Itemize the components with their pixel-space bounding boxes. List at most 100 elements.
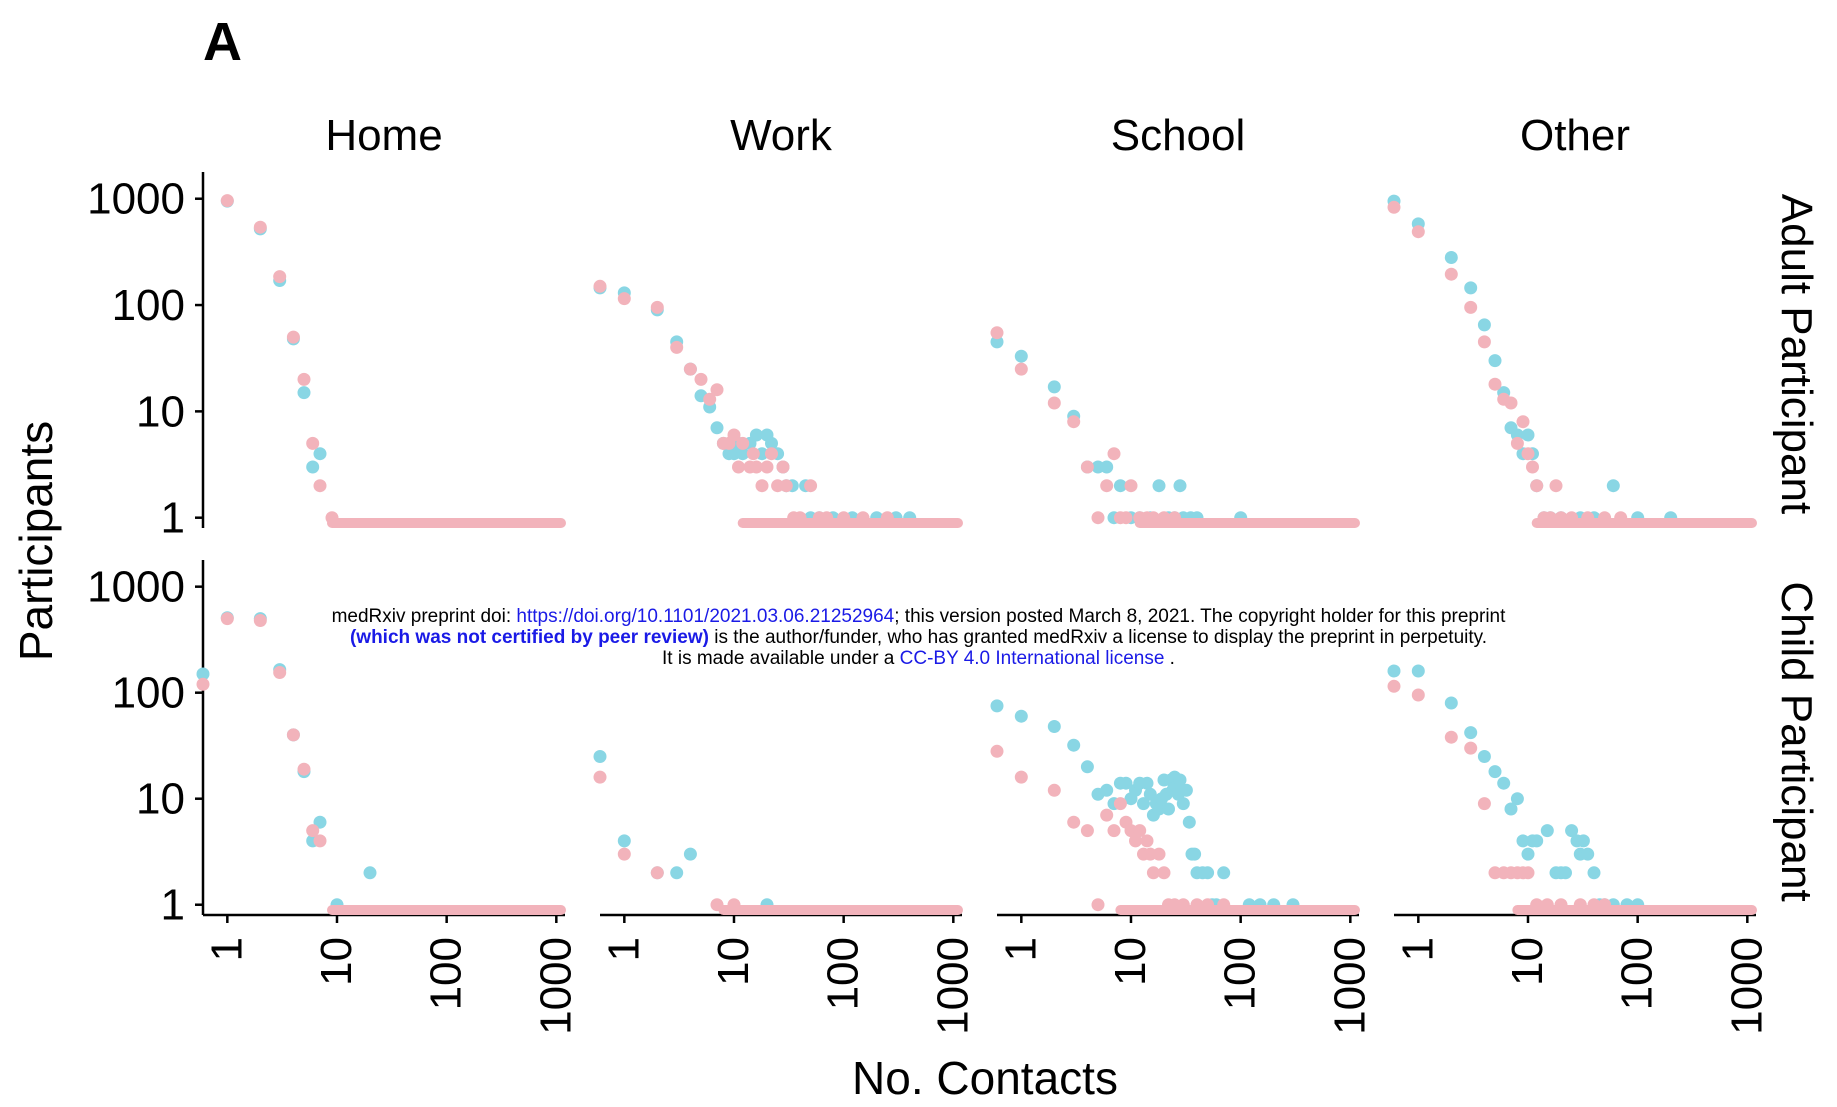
data-point (1119, 511, 1133, 525)
x-tick-label: 1000 (1325, 937, 1374, 1035)
data-point (313, 834, 327, 848)
data-point (1510, 792, 1524, 806)
data-point (1113, 797, 1127, 811)
data-point (710, 421, 724, 435)
data-point (1157, 866, 1171, 880)
x-tick-label: 10 (709, 937, 758, 986)
preprint-notice-line-2: (which was not certified by peer review)… (0, 627, 1837, 649)
data-point (1201, 866, 1215, 880)
notice-prefix: medRxiv preprint doi: (331, 606, 517, 627)
data-point (1067, 415, 1081, 429)
series-0-school-0 (990, 335, 1248, 525)
data-point (1516, 834, 1530, 848)
data-point (1107, 824, 1121, 838)
series-1-home-0 (220, 194, 339, 525)
facet-panels: Home Work School Other Adult Participant Chil… (87, 111, 1821, 1035)
data-point (1606, 479, 1620, 493)
data-point (253, 220, 267, 234)
data-point (1047, 783, 1061, 797)
data-point (1464, 300, 1478, 314)
series-1-other-1 (1387, 679, 1612, 912)
data-point (1173, 773, 1187, 787)
data-point (273, 270, 287, 284)
x-tick-label: 1000 (531, 937, 580, 1035)
panel-label: A (203, 12, 242, 72)
data-point (1521, 847, 1535, 861)
data-point (1530, 834, 1544, 848)
data-point (990, 744, 1004, 758)
x-tick-label: 100 (1216, 937, 1265, 1010)
doi-link[interactable]: https://doi.org/10.1101/2021.03.06.21252… (516, 606, 895, 627)
data-point (1504, 396, 1518, 410)
data-point (1510, 436, 1524, 450)
data-point (1488, 354, 1502, 368)
series-0-other-0 (1387, 194, 1678, 525)
data-point (683, 362, 697, 376)
data-point (1516, 415, 1530, 429)
data-point (650, 866, 664, 880)
data-point (617, 834, 631, 848)
data-point (593, 279, 607, 293)
data-point (617, 292, 631, 306)
data-point (746, 447, 760, 461)
x-tick-label: 1 (202, 937, 251, 961)
data-point (1179, 783, 1193, 797)
x-tick-label: 1000 (928, 937, 977, 1035)
data-point (1464, 726, 1478, 740)
x-tick-label: 1 (996, 937, 1045, 961)
data-point (1176, 797, 1190, 811)
data-point (1576, 834, 1590, 848)
data-point (313, 447, 327, 461)
series-1-school-1 (990, 744, 1231, 912)
license-link[interactable]: CC-BY 4.0 International license (899, 648, 1165, 669)
y-tick-label: 100 (112, 669, 185, 718)
data-point (1047, 380, 1061, 394)
data-point (1530, 479, 1544, 493)
data-point (1100, 479, 1114, 493)
data-point (1014, 709, 1028, 723)
y-tick-label: 1 (161, 494, 185, 543)
data-point (1464, 281, 1478, 295)
facet-title-home: Home (325, 111, 442, 160)
data-point (1173, 479, 1187, 493)
notice-suffix: ; this version posted March 8, 2021. The… (894, 606, 1506, 627)
data-point (732, 460, 745, 474)
data-point (1464, 741, 1478, 755)
data-point (1143, 787, 1157, 801)
data-point (593, 770, 607, 784)
data-point (1146, 866, 1160, 880)
data-point (313, 815, 327, 829)
data-point (1188, 847, 1202, 861)
license-suffix: . (1164, 648, 1175, 669)
data-point (765, 436, 778, 450)
x-tick-label: 10 (312, 937, 361, 986)
y-tick-label: 100 (112, 281, 185, 330)
data-point (1411, 664, 1425, 678)
data-point (1411, 225, 1425, 239)
facet-title-school: School (1111, 111, 1246, 160)
data-point (1162, 802, 1175, 816)
y-tick-label: 10 (136, 387, 185, 436)
data-point (1067, 738, 1081, 752)
data-point (1559, 866, 1572, 880)
data-point (286, 330, 300, 344)
data-point (1100, 460, 1114, 474)
data-point (1133, 824, 1147, 838)
data-point (1119, 776, 1133, 790)
preprint-notice-line-3: It is made available under a CC-BY 4.0 I… (0, 648, 1837, 670)
data-point (1129, 834, 1142, 848)
x-tick-label: 10 (1503, 937, 1552, 986)
data-point (593, 750, 607, 763)
data-point (286, 728, 300, 742)
data-point (1014, 349, 1028, 363)
series-1-other-0 (1387, 200, 1628, 525)
series-0-home-0 (220, 194, 327, 474)
data-point (1565, 824, 1579, 838)
preprint-notice-line-1: medRxiv preprint doi: https://doi.org/10… (0, 606, 1837, 628)
x-tick-label: 1000 (1722, 937, 1771, 1035)
data-point (196, 667, 210, 681)
data-point (1080, 760, 1094, 774)
data-point (1091, 511, 1105, 525)
data-point (749, 428, 763, 442)
y-axis-title: Participants (10, 421, 62, 661)
